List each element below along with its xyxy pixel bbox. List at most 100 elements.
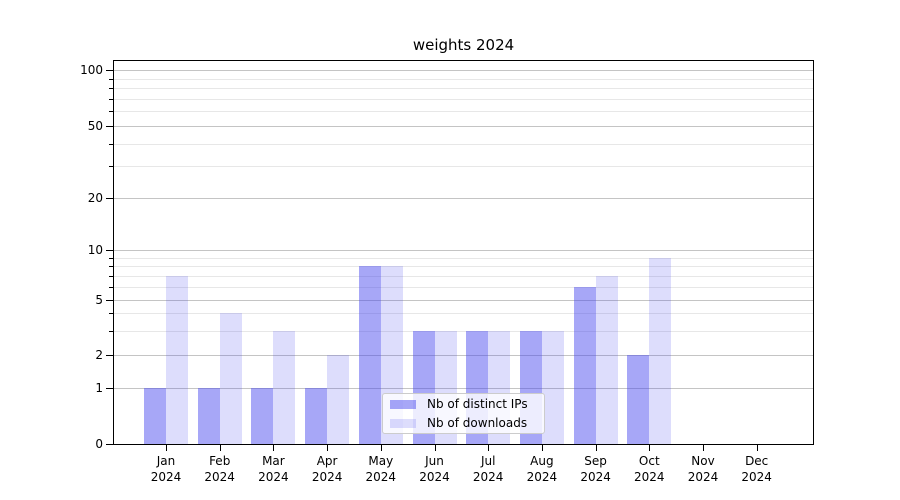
y-minor-tick xyxy=(109,266,113,268)
y-minor-tick xyxy=(109,78,113,80)
x-tick-year: 2024 xyxy=(365,470,397,484)
bar-ips-may xyxy=(358,266,381,444)
x-tick-month: Dec xyxy=(745,454,769,468)
x-tick-label-apr: Apr 2024 xyxy=(295,453,359,485)
legend-label-distinct-ips: Nb of distinct IPs xyxy=(427,397,528,411)
y-tick-label: 20 xyxy=(87,191,103,205)
legend-swatch-downloads xyxy=(390,418,416,428)
x-tick-year: 2024 xyxy=(472,470,504,484)
x-tick xyxy=(380,445,382,451)
x-tick-year: 2024 xyxy=(580,470,611,484)
x-tick-label-nov: Nov 2024 xyxy=(671,453,735,485)
bar-ips-jan xyxy=(144,388,166,444)
legend-item-downloads: Nb of downloads xyxy=(390,415,537,431)
x-tick-label-mar: Mar 2024 xyxy=(241,453,305,485)
y-major-tick xyxy=(106,355,113,356)
x-tick-label-may: May 2024 xyxy=(349,453,413,485)
y-minor-tick xyxy=(109,313,113,315)
x-tick-year: 2024 xyxy=(741,470,772,484)
x-tick-month: Jun xyxy=(425,454,444,468)
y-tick-label: 50 xyxy=(87,119,103,133)
x-tick-label-dec: Dec 2024 xyxy=(725,453,789,485)
x-tick-year: 2024 xyxy=(204,470,235,484)
x-tick-month: Apr xyxy=(316,454,338,468)
x-tick xyxy=(166,445,167,451)
y-tick-label: 1 xyxy=(95,381,103,395)
x-tick-label-oct: Oct 2024 xyxy=(617,453,681,485)
x-tick-year: 2024 xyxy=(526,470,558,484)
x-tick-month: Feb xyxy=(209,454,231,468)
gridline-minor xyxy=(114,330,813,332)
y-major-tick xyxy=(106,444,113,445)
y-minor-tick xyxy=(109,166,113,168)
x-tick xyxy=(273,445,275,451)
x-tick xyxy=(219,445,221,451)
gridline-major xyxy=(114,70,813,71)
bar-downloads-apr xyxy=(327,355,350,444)
x-tick-year: 2024 xyxy=(311,470,343,484)
y-major-tick xyxy=(106,70,113,71)
gridline-minor xyxy=(114,88,813,90)
y-major-tick xyxy=(106,126,113,127)
bar-downloads-sep xyxy=(595,275,618,444)
x-tick-label-jan: Jan 2024 xyxy=(134,453,198,485)
bar-ips-oct xyxy=(627,355,650,444)
x-tick-year: 2024 xyxy=(258,470,289,484)
x-tick xyxy=(756,445,758,451)
bar-downloads-jan xyxy=(166,275,188,444)
gridline-minor xyxy=(114,78,813,80)
gridline-minor xyxy=(114,286,813,288)
plot-area xyxy=(113,60,814,445)
x-tick xyxy=(595,445,597,451)
y-major-tick xyxy=(106,250,113,251)
bar-ips-feb xyxy=(197,388,220,444)
y-minor-tick xyxy=(109,330,113,332)
right-spine xyxy=(813,60,814,445)
gridline-minor xyxy=(114,166,813,168)
x-tick xyxy=(488,445,490,451)
y-tick-label: 2 xyxy=(95,348,103,362)
x-tick-month: Nov xyxy=(691,454,715,468)
gridline-minor xyxy=(114,266,813,268)
bar-ips-sep xyxy=(573,286,596,444)
y-major-tick xyxy=(106,388,113,389)
legend-item-distinct-ips: Nb of distinct IPs xyxy=(390,396,537,412)
x-tick-label-jul: Jul 2024 xyxy=(456,453,520,485)
x-tick-year: 2024 xyxy=(687,470,719,484)
x-tick-month: Sep xyxy=(584,454,607,468)
y-minor-tick xyxy=(109,275,113,277)
x-tick-month: Mar xyxy=(262,454,285,468)
gridline-minor xyxy=(114,313,813,315)
chart-title: weights 2024 xyxy=(412,36,515,54)
left-spine xyxy=(113,60,114,445)
y-tick-label: 10 xyxy=(87,243,103,257)
y-minor-tick xyxy=(109,286,113,288)
x-tick-label-feb: Feb 2024 xyxy=(188,453,252,485)
y-minor-tick xyxy=(109,111,113,113)
bar-downloads-oct xyxy=(649,257,672,444)
x-tick-label-sep: Sep 2024 xyxy=(564,453,628,485)
x-tick-year: 2024 xyxy=(634,470,665,484)
bar-downloads-feb xyxy=(219,313,242,444)
x-tick-year: 2024 xyxy=(150,470,182,484)
gridline-major xyxy=(114,126,813,127)
x-tick xyxy=(649,445,651,451)
y-major-tick xyxy=(106,198,113,199)
legend: Nb of distinct IPs Nb of downloads xyxy=(382,393,545,434)
y-minor-tick xyxy=(109,98,113,100)
y-minor-tick xyxy=(109,143,113,145)
y-tick-label: 5 xyxy=(95,293,103,307)
x-tick-month: Oct xyxy=(638,454,660,468)
x-tick-month: May xyxy=(368,454,394,468)
gridline-major xyxy=(114,355,813,356)
x-tick-month: Jul xyxy=(480,454,496,468)
y-tick-label: 100 xyxy=(80,63,103,77)
y-minor-tick xyxy=(109,88,113,90)
gridline-major xyxy=(114,198,813,199)
y-minor-tick xyxy=(109,257,113,259)
x-tick xyxy=(703,445,704,451)
bar-ips-mar xyxy=(251,388,274,444)
gridline-major xyxy=(114,250,813,251)
x-tick-label-jun: Jun 2024 xyxy=(403,453,467,485)
